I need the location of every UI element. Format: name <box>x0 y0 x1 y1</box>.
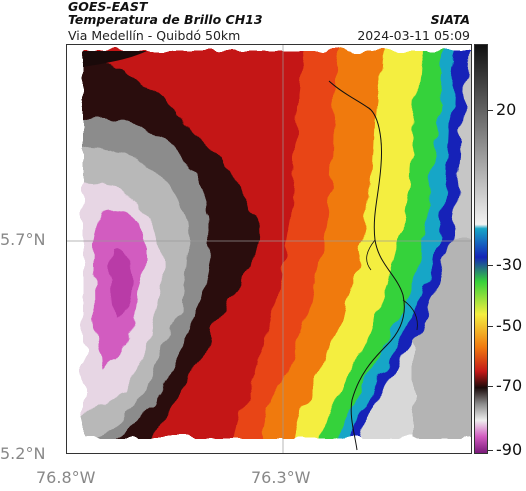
colorbar-label-minus50: -50 <box>496 316 523 335</box>
product-title: Temperatura de Brillo CH13 <box>68 12 263 27</box>
lon-label-76-8: 76.8°W <box>36 468 96 487</box>
colorbar-gradient <box>475 45 487 453</box>
colorbar-label-20: 20 <box>496 100 517 119</box>
colorbar-tick <box>488 450 493 451</box>
agency-label: SIATA <box>430 12 470 27</box>
colorbar-tick <box>488 326 493 327</box>
satellite-map[interactable] <box>66 44 472 454</box>
colorbar-label-minus90: -90 <box>496 440 523 459</box>
lat-label-5-2: 5.2°N <box>0 444 46 463</box>
region-subtitle: Via Medellín - Quibdó 50km <box>68 28 241 43</box>
temperature-colorbar <box>474 44 488 454</box>
colorbar-label-minus30: -30 <box>496 255 523 274</box>
lon-label-76-3: 76.3°W <box>251 468 311 487</box>
timestamp-label: 2024-03-11 05:09 <box>357 28 470 43</box>
brightness-temperature-image <box>67 45 471 453</box>
colorbar-label-minus70: -70 <box>496 376 523 395</box>
lat-label-5-7: 5.7°N <box>0 230 46 249</box>
satellite-title: GOES-EAST <box>68 0 148 14</box>
colorbar-tick <box>488 265 493 266</box>
colorbar-tick <box>488 386 493 387</box>
colorbar-tick <box>488 110 493 111</box>
